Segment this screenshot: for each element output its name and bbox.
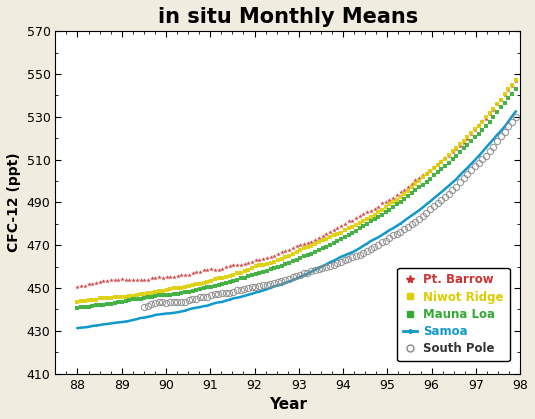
- X-axis label: Year: Year: [269, 397, 307, 412]
- Y-axis label: CFC-12 (ppt): CFC-12 (ppt): [7, 153, 21, 252]
- Title: in situ Monthly Means: in situ Monthly Means: [158, 7, 418, 27]
- Legend: Pt. Barrow, Niwot Ridge, Mauna Loa, Samoa, South Pole: Pt. Barrow, Niwot Ridge, Mauna Loa, Samo…: [397, 268, 509, 361]
